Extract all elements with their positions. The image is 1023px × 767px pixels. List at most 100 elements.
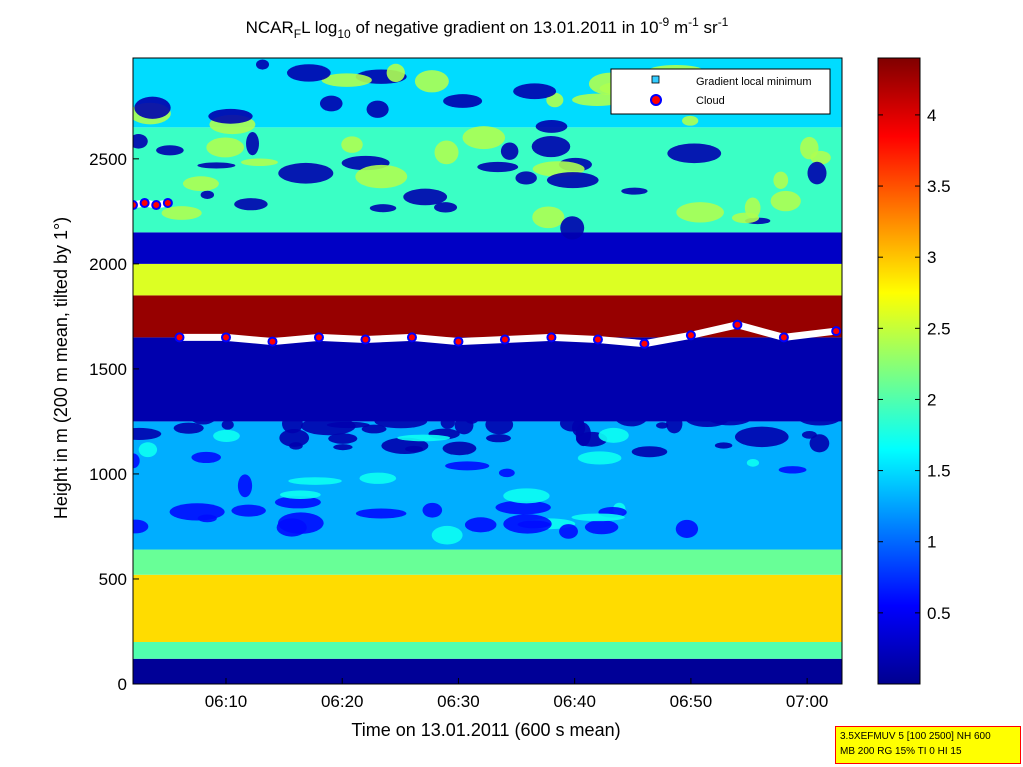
heatmap-patch [682,115,699,126]
heatmap-patch [133,519,149,534]
heatmap-patch [386,63,405,83]
colorbar-ticks: 0.5 1 1.5 2 2.5 3 3.5 4 [878,106,951,623]
heatmap-patch [277,512,324,534]
heatmap-patch [319,95,343,112]
heatmap-band [133,337,842,422]
heatmap-band [133,549,842,575]
heatmap-patch [443,94,483,108]
heatmap-band [133,232,842,264]
colorbar-tick-label: 0.5 [927,604,951,623]
colorbar-tick-label: 1.5 [927,462,951,481]
y-axis: 0 500 1000 1500 2000 2500 [89,150,139,694]
colorbar-tick-label: 4 [927,106,936,125]
chart-title: NCARFL log10 of negative gradient on 13.… [246,15,729,41]
legend-label-cloud: Cloud [696,95,725,107]
heatmap-plot-area [133,58,842,684]
heatmap-patch [240,158,278,167]
x-tick-label: 06:20 [321,692,364,711]
heatmap-patch [133,453,140,469]
cloud-point [139,197,150,208]
heatmap-patch [414,70,449,93]
heatmap-patch [138,442,158,458]
heatmap-patch [156,145,184,156]
heatmap-patch [498,468,515,478]
heatmap-patch [667,143,722,164]
heatmap-patch [770,190,801,212]
heatmap-patch [278,162,334,184]
heatmap-patch [288,477,342,485]
cloud-point [406,332,417,343]
heatmap-patch [434,202,458,213]
heatmap-patch [256,59,270,70]
cloud-point [313,332,324,343]
heatmap-patch [206,137,244,158]
heatmap-patch [714,442,733,449]
legend-box [610,68,831,115]
heatmap-patch [200,190,215,199]
heatmap-patch [485,415,514,435]
cloud-point [546,332,557,343]
heatmap-patch [301,417,356,436]
y-tick-label: 0 [118,675,127,694]
y-tick-label: 2000 [89,255,127,274]
cloud-point [778,332,789,343]
y-tick-label: 1000 [89,465,127,484]
heatmap-patch [797,408,842,426]
cloud-point [133,200,138,211]
heatmap-patch [809,434,830,453]
x-tick-label: 06:10 [205,692,248,711]
heatmap-patch [445,461,490,471]
heatmap-patch [422,502,443,518]
cloud-marker [650,94,662,106]
heatmap-patch [513,83,557,100]
heatmap-patch [328,433,358,444]
heatmap-patch [631,446,668,458]
heatmap-patch [515,171,537,185]
heatmap-patch [462,126,506,150]
heatmap-band [133,263,842,296]
cloud-point [151,200,162,211]
y-axis-label: Height in m (200 m mean, tilted by 1°) [51,217,71,519]
heatmap-patch [282,414,303,434]
heatmap-patch [571,513,625,522]
legend: Gradient local minimum Cloud [610,68,831,115]
heatmap-patch [355,164,408,189]
heatmap-patch [486,434,511,443]
heatmap-patch [374,414,428,429]
heatmap-patch [464,517,497,533]
heatmap-patch [577,451,622,465]
heatmap-patch [197,514,217,523]
processing-info-box: 3.5XEFMUV 5 [100 2500] NH 600 MB 200 RG … [835,726,1021,764]
heatmap-patch [279,429,310,447]
heatmap-patch [440,416,455,429]
heatmap-patch [361,424,387,434]
heatmap-patch [598,427,629,443]
cloud-point [639,338,650,349]
heatmap-band [133,295,842,338]
heatmap-patch [560,216,585,240]
heatmap-patch [246,132,260,156]
heatmap-patch [800,136,819,160]
colorbar-gradient [877,57,921,685]
heatmap-patch [173,422,204,434]
cloud-point [360,334,371,345]
cloud-point [453,336,464,347]
legend-label-gradient-minimum: Gradient local minimum [696,76,812,88]
heatmap-patch [237,474,253,498]
colorbar-tick-label: 3.5 [927,177,951,196]
heatmap-patch [231,504,266,517]
heatmap-patch [366,100,389,118]
heatmap-patch [274,496,321,509]
heatmap-patch [442,441,477,456]
info-line-2: MB 200 RG 15% TI 0 HI 15 [840,746,962,757]
heatmap-patch [535,119,568,133]
heatmap-patch [403,188,448,206]
heatmap-patch [221,419,234,430]
heatmap-patch [197,162,236,169]
heatmap-patch [191,451,221,463]
heatmap-band [133,574,842,642]
heatmap-patch [500,142,519,160]
plot-frame [132,57,843,685]
heatmap-patch [598,413,619,420]
x-tick-label: 07:00 [786,692,829,711]
